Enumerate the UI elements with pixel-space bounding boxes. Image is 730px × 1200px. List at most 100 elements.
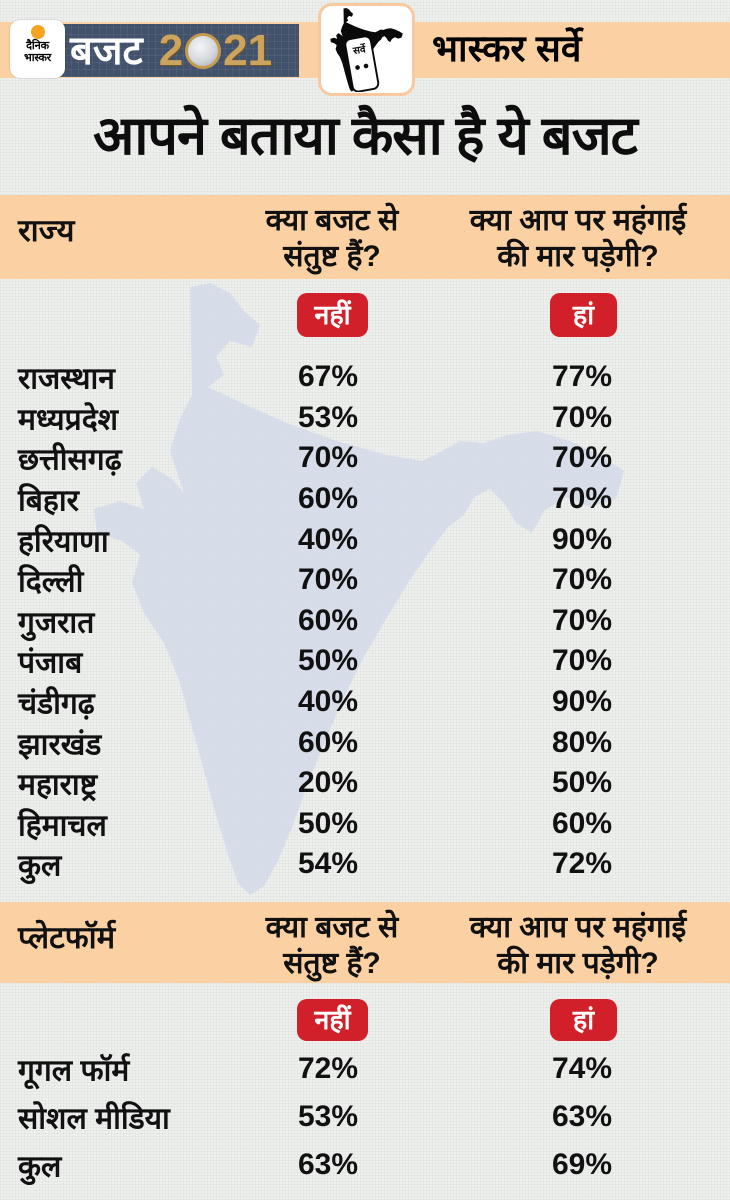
table-row: दिल्ली 70% 70% [0, 560, 730, 601]
table-row: सोशल मीडिया 53% 63% [0, 1093, 730, 1141]
satisfaction-question-header: क्या बजट से संतुष्ट हैं? [212, 910, 452, 982]
yes-percent: 70% [551, 482, 613, 516]
yes-percent: 70% [551, 644, 613, 678]
state-rows: राजस्थान 67% 77% मध्यप्रदेश 53% 70% छत्त… [0, 357, 730, 885]
no-percent: 60% [297, 725, 359, 759]
question2-line1: क्या आप पर महंगाई [469, 204, 687, 237]
page-title: आपने बताया कैसा है ये बजट [93, 106, 638, 166]
platform-name: गूगल फॉर्म [18, 1054, 130, 1088]
platform-name: कुल [18, 1150, 62, 1184]
state-name: चंडीगढ़ [18, 687, 95, 721]
no-percent: 70% [297, 441, 359, 475]
brand-line1: दैनिक [26, 40, 49, 52]
table-row: हरियाणा 40% 90% [0, 519, 730, 560]
satisfaction-question-header: क्या बजट से संतुष्ट हैं? [212, 203, 452, 275]
state-name: गुजरात [18, 606, 95, 640]
no-percent: 40% [297, 685, 359, 719]
coin-icon [185, 32, 222, 69]
table-row: गुजरात 60% 70% [0, 601, 730, 642]
yes-percent: 80% [551, 725, 613, 759]
platform-name: सोशल मीडिया [18, 1102, 170, 1136]
no-badge: नहीं [297, 999, 368, 1041]
no-percent: 70% [297, 563, 359, 597]
table-row: महाराष्ट्र 20% 50% [0, 763, 730, 804]
question2-line2: की मार पड़ेगी? [497, 947, 659, 980]
logo-word: बजट [70, 28, 143, 73]
yes-percent: 70% [551, 563, 613, 597]
no-percent: 50% [297, 806, 359, 840]
dainik-bhaskar-logo: दैनिक भास्कर [10, 20, 65, 78]
state-name: हरियाणा [18, 525, 109, 559]
table-row: छत्तीसगढ़ 70% 70% [0, 438, 730, 479]
state-name: दिल्ली [18, 565, 84, 599]
state-name: मध्यप्रदेश [18, 403, 119, 437]
yes-badge: हां [550, 293, 617, 337]
yes-percent: 70% [551, 603, 613, 637]
yes-percent: 72% [551, 847, 613, 881]
state-name: कुल [18, 849, 62, 883]
logo-year: 2 21 [158, 25, 273, 75]
sun-dot-icon [30, 25, 45, 39]
yes-percent: 90% [551, 685, 613, 719]
state-table-header: राज्य क्या बजट से संतुष्ट हैं? क्या आप प… [0, 195, 730, 279]
question2-line1: क्या आप पर महंगाई [469, 911, 687, 944]
yes-percent: 60% [551, 806, 613, 840]
india-map-watermark [94, 283, 624, 895]
no-percent: 60% [297, 603, 359, 637]
budget-2021-logo: बजट 2 21 [36, 24, 299, 77]
no-percent: 54% [297, 847, 359, 881]
platform-column-header: प्लेटफॉर्म [18, 920, 116, 955]
question1-line2: संतुष्ट हैं? [283, 947, 381, 980]
table-row: बिहार 60% 70% [0, 479, 730, 520]
inflation-question-header: क्या आप पर महंगाई की मार पड़ेगी? [428, 910, 728, 982]
table-row: चंडीगढ़ 40% 90% [0, 682, 730, 723]
platform-table-header: प्लेटफॉर्म क्या बजट से संतुष्ट हैं? क्या… [0, 902, 730, 983]
table-row: राजस्थान 67% 77% [0, 357, 730, 398]
yes-percent: 70% [551, 400, 613, 434]
question2-line2: की मार पड़ेगी? [497, 240, 659, 273]
table-row: गूगल फॉर्म 72% 74% [0, 1045, 730, 1093]
no-percent: 53% [297, 1100, 359, 1133]
yes-badge: हां [550, 999, 617, 1041]
state-name: राजस्थान [18, 362, 115, 396]
yes-percent: 63% [551, 1100, 613, 1133]
no-badge: नहीं [297, 293, 368, 337]
survey-icon-label: सर्वे [351, 42, 367, 57]
bhaskar-survey-title: भास्कर सर्वे [432, 28, 582, 69]
yes-percent: 77% [551, 360, 613, 394]
no-percent: 50% [297, 644, 359, 678]
question1-line2: संतुष्ट हैं? [283, 240, 381, 273]
yes-percent: 50% [551, 766, 613, 800]
no-percent: 67% [297, 360, 359, 394]
yes-percent: 74% [551, 1052, 613, 1085]
state-name: झारखंड [18, 728, 102, 762]
no-percent: 60% [297, 482, 359, 516]
no-percent: 40% [297, 522, 359, 556]
table-row: झारखंड 60% 80% [0, 722, 730, 763]
no-percent: 20% [297, 766, 359, 800]
logo-year-digits: 21 [223, 25, 273, 75]
table-row: हिमाचल 50% 60% [0, 804, 730, 845]
yes-percent: 70% [551, 441, 613, 475]
state-name: छत्तीसगढ़ [18, 443, 122, 477]
state-name: पंजाब [18, 646, 83, 680]
logo-year-digit: 2 [158, 25, 184, 75]
no-percent: 53% [297, 400, 359, 434]
state-name: बिहार [18, 484, 79, 518]
question1-line1: क्या बजट से [265, 911, 399, 944]
table-row: मध्यप्रदेश 53% 70% [0, 398, 730, 439]
question1-line1: क्या बजट से [265, 204, 399, 237]
yes-percent: 69% [551, 1148, 613, 1181]
table-row: कुल 54% 72% [0, 844, 730, 885]
no-percent: 72% [297, 1052, 359, 1085]
india-phone-survey-icon: सर्वे [329, 7, 403, 92]
state-name: महाराष्ट्र [18, 768, 98, 802]
yes-percent: 90% [551, 522, 613, 556]
brand-line2: भास्कर [23, 51, 51, 64]
no-percent: 63% [297, 1148, 359, 1181]
state-name: हिमाचल [18, 809, 107, 843]
survey-icon-box: सर्वे [318, 3, 415, 96]
state-column-header: राज्य [18, 213, 75, 248]
table-row: कुल 63% 69% [0, 1141, 730, 1189]
